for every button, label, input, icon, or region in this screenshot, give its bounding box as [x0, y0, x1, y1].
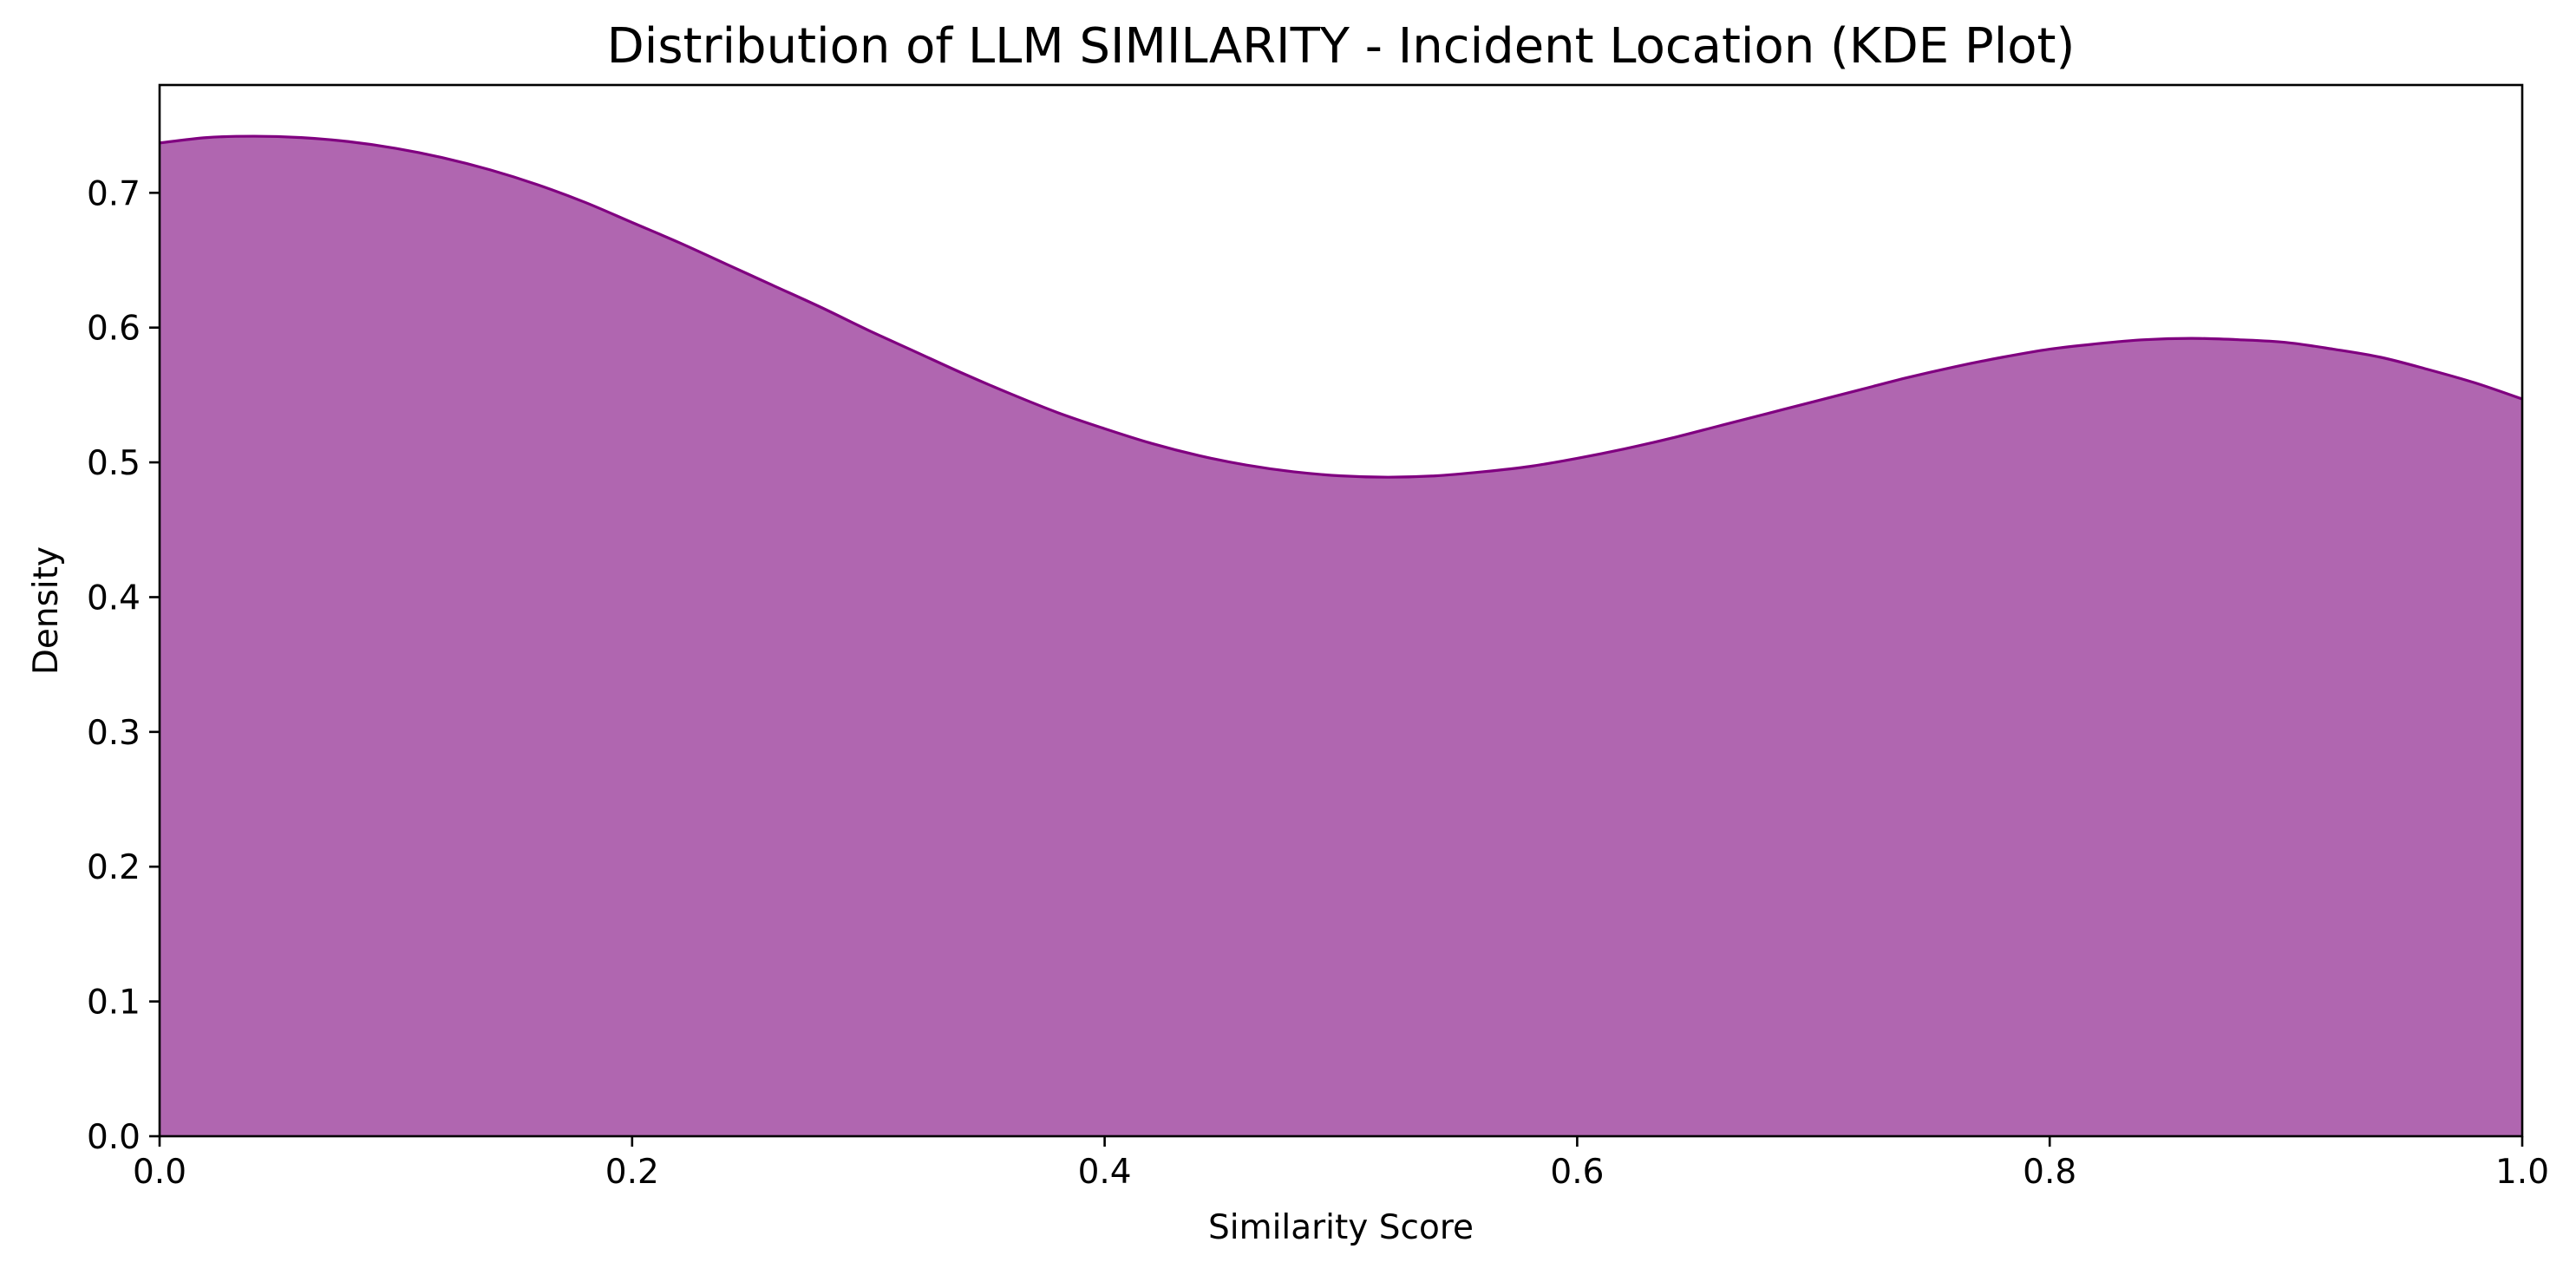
x-axis-label: Similarity Score	[1208, 1208, 1474, 1247]
y-tick-label: 0.1	[87, 984, 141, 1023]
x-tick-label: 0.2	[605, 1153, 659, 1192]
chart-title: Distribution of LLM SIMILARITY - Inciden…	[607, 18, 2076, 75]
plot-area	[159, 134, 2523, 1137]
x-tick-label: 0.6	[1550, 1153, 1604, 1192]
x-axis-ticks: 0.0 0.2 0.4 0.6 0.8 1.0	[133, 1136, 2549, 1192]
kde-area-fill	[160, 136, 2522, 1137]
y-axis-ticks: 0.0 0.1 0.2 0.3 0.4 0.5 0.6 0.7	[87, 174, 160, 1157]
x-tick-label: 1.0	[2495, 1153, 2549, 1192]
y-tick-label: 0.5	[87, 444, 141, 483]
x-tick-label: 0.8	[2023, 1153, 2076, 1192]
y-axis-label: Density	[27, 546, 66, 675]
x-tick-label: 0.4	[1078, 1153, 1132, 1192]
y-tick-label: 0.6	[87, 310, 141, 349]
y-tick-label: 0.0	[87, 1118, 141, 1157]
axes-frame	[158, 83, 2524, 1138]
x-tick-label: 0.0	[133, 1153, 186, 1192]
y-tick-label: 0.2	[87, 848, 141, 887]
y-tick-label: 0.7	[87, 174, 141, 213]
y-tick-label: 0.3	[87, 714, 141, 753]
kde-curve-line	[159, 134, 2523, 479]
y-tick-label: 0.4	[87, 579, 141, 618]
